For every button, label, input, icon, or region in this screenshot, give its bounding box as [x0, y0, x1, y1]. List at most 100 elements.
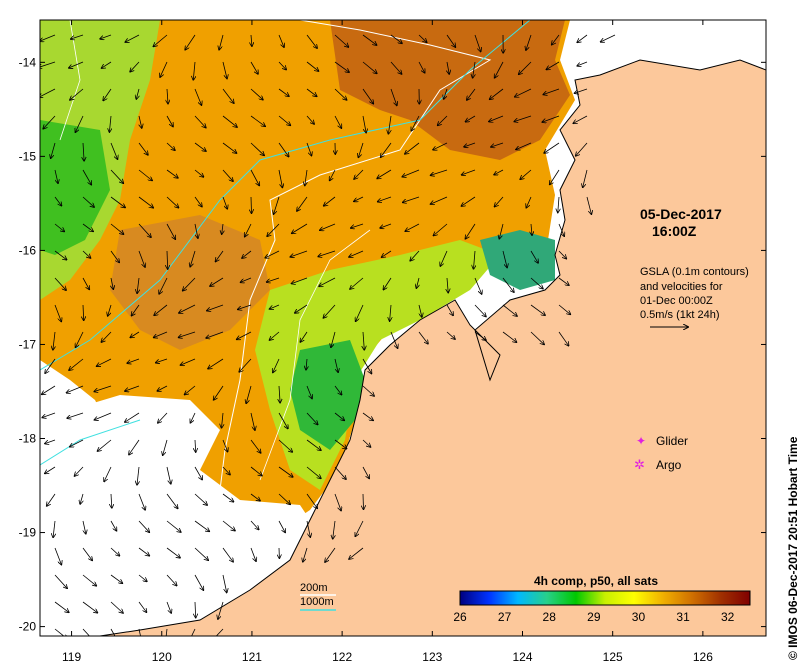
velocity-arrow: [462, 169, 476, 175]
velocity-arrow: [278, 169, 282, 188]
velocity-arrow: [303, 547, 308, 562]
velocity-arrow: [153, 34, 168, 46]
velocity-arrow: [45, 439, 56, 444]
velocity-arrow: [82, 277, 89, 289]
velocity-arrow: [222, 547, 233, 562]
velocity-arrow: [350, 277, 364, 289]
velocity-arrow: [53, 520, 55, 537]
velocity-arrow: [489, 115, 504, 122]
velocity-arrow: [278, 466, 293, 477]
velocity-arrow: [290, 250, 308, 257]
velocity-arrow: [185, 385, 196, 395]
velocity-arrow: [166, 466, 171, 484]
velocity-arrow: [166, 493, 178, 508]
glider-legend: ✦ Glider: [636, 434, 688, 448]
velocity-arrow: [43, 115, 56, 129]
velocity-arrow: [531, 223, 532, 235]
velocity-arrow: [110, 628, 116, 636]
glider-label: Glider: [656, 434, 688, 448]
velocity-arrow: [75, 466, 84, 476]
velocity-arrow: [558, 196, 559, 213]
no-data-southwest: [40, 395, 310, 610]
velocity-arrow: [129, 439, 140, 455]
velocity-arrow: [447, 61, 449, 74]
velocity-arrow: [97, 358, 112, 366]
y-tick-label: -18: [19, 432, 37, 446]
velocity-arrow: [82, 574, 96, 586]
velocity-arrow: [222, 466, 230, 475]
velocity-arrow: [390, 331, 398, 348]
gsla-line-4: 0.5m/s (1kt 24h): [640, 309, 719, 321]
velocity-arrow: [292, 277, 308, 284]
velocity-arrow: [530, 331, 544, 344]
velocity-arrow: [334, 439, 347, 449]
velocity-arrow: [474, 304, 486, 317]
velocity-arrow: [166, 196, 179, 208]
velocity-arrow: [160, 61, 168, 77]
velocity-arrow: [110, 169, 123, 183]
velocity-arrow: [495, 61, 504, 78]
velocity-arrow: [383, 277, 392, 290]
x-tick-label: 126: [693, 650, 713, 664]
velocity-arrow: [67, 385, 84, 393]
velocity-arrow: [380, 223, 392, 228]
velocity-arrow: [251, 196, 252, 213]
velocity-arrow: [577, 61, 588, 66]
velocity-arrow: [447, 277, 448, 293]
velocity-arrow: [191, 628, 196, 636]
velocity-arrow: [154, 331, 168, 338]
velocity-arrow: [473, 61, 475, 78]
velocity-arrow: [250, 493, 260, 501]
velocity-arrow: [125, 34, 140, 42]
velocity-arrow: [306, 466, 321, 478]
velocity-arrow: [362, 412, 373, 420]
velocity-arrow: [82, 223, 93, 231]
velocity-arrow: [558, 250, 566, 259]
velocity-arrow: [166, 142, 175, 150]
velocity-arrow: [109, 115, 111, 132]
velocity-arrow: [502, 304, 517, 316]
velocity-arrow: [278, 439, 292, 452]
bathymetry-1000m-contour: [40, 20, 531, 466]
velocity-arrow: [494, 169, 504, 175]
velocity-arrow: [130, 61, 140, 72]
velocity-arrow: [222, 196, 227, 209]
velocity-arrow: [110, 250, 119, 262]
velocity-arrow: [362, 115, 366, 133]
map-frame: [39, 19, 767, 637]
velocity-arrow: [502, 331, 517, 342]
velocity-arrow: [418, 331, 428, 344]
colorbar-tick-label: 30: [632, 610, 646, 624]
velocity-arrow: [544, 142, 560, 153]
sst-field-hot-west: [110, 215, 270, 350]
velocity-arrow: [222, 223, 223, 234]
velocity-arrow: [297, 196, 308, 211]
velocity-arrow: [378, 196, 392, 202]
velocity-arrow: [325, 547, 336, 562]
velocity-arrow: [138, 196, 153, 208]
velocity-arrow: [54, 250, 67, 260]
velocity-arrow: [40, 34, 56, 41]
colorbar-tick-label: 28: [543, 610, 557, 624]
y-tick-label: -19: [19, 526, 37, 540]
velocity-arrow: [54, 547, 61, 565]
velocity-arrow: [390, 304, 391, 321]
velocity-arrow: [82, 601, 97, 613]
velocity-arrow: [137, 466, 139, 485]
velocity-arrow: [520, 169, 532, 179]
velocity-arrow: [358, 142, 364, 157]
velocity-arrow: [207, 304, 224, 311]
velocity-arrow: [75, 115, 84, 132]
velocity-arrow: [355, 520, 364, 536]
velocity-arrow: [490, 88, 504, 99]
y-tick-label: -15: [19, 149, 37, 163]
velocity-arrow: [278, 34, 284, 47]
velocity-arrow: [250, 61, 258, 74]
velocity-arrow: [70, 439, 84, 447]
velocity-arrow: [138, 628, 141, 636]
velocity-arrow: [491, 142, 504, 147]
velocity-arrow: [250, 142, 264, 155]
velocity-arrow: [110, 547, 120, 556]
velocity-arrow: [42, 385, 56, 394]
velocity-arrow: [279, 385, 280, 403]
